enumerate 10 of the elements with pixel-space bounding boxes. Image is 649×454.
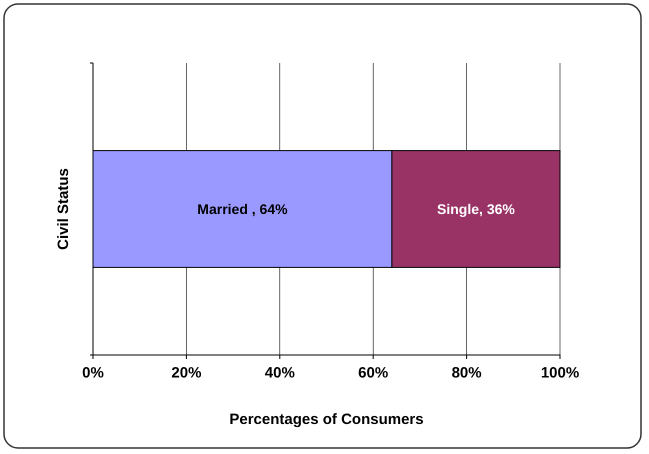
x-axis-title: Percentages of Consumers <box>229 411 424 428</box>
y-axis-title: Civil Status <box>55 168 72 250</box>
x-tick-label: 40% <box>264 364 295 382</box>
x-tick-label: 0% <box>82 364 104 382</box>
data-label: Married , 64% <box>197 201 288 217</box>
x-tick-label: 60% <box>358 364 388 382</box>
x-tick-label: 20% <box>171 364 202 382</box>
x-tick-label: 100% <box>540 364 580 382</box>
x-tick-label: 80% <box>452 364 482 382</box>
data-label: Single, 36% <box>437 201 516 217</box>
